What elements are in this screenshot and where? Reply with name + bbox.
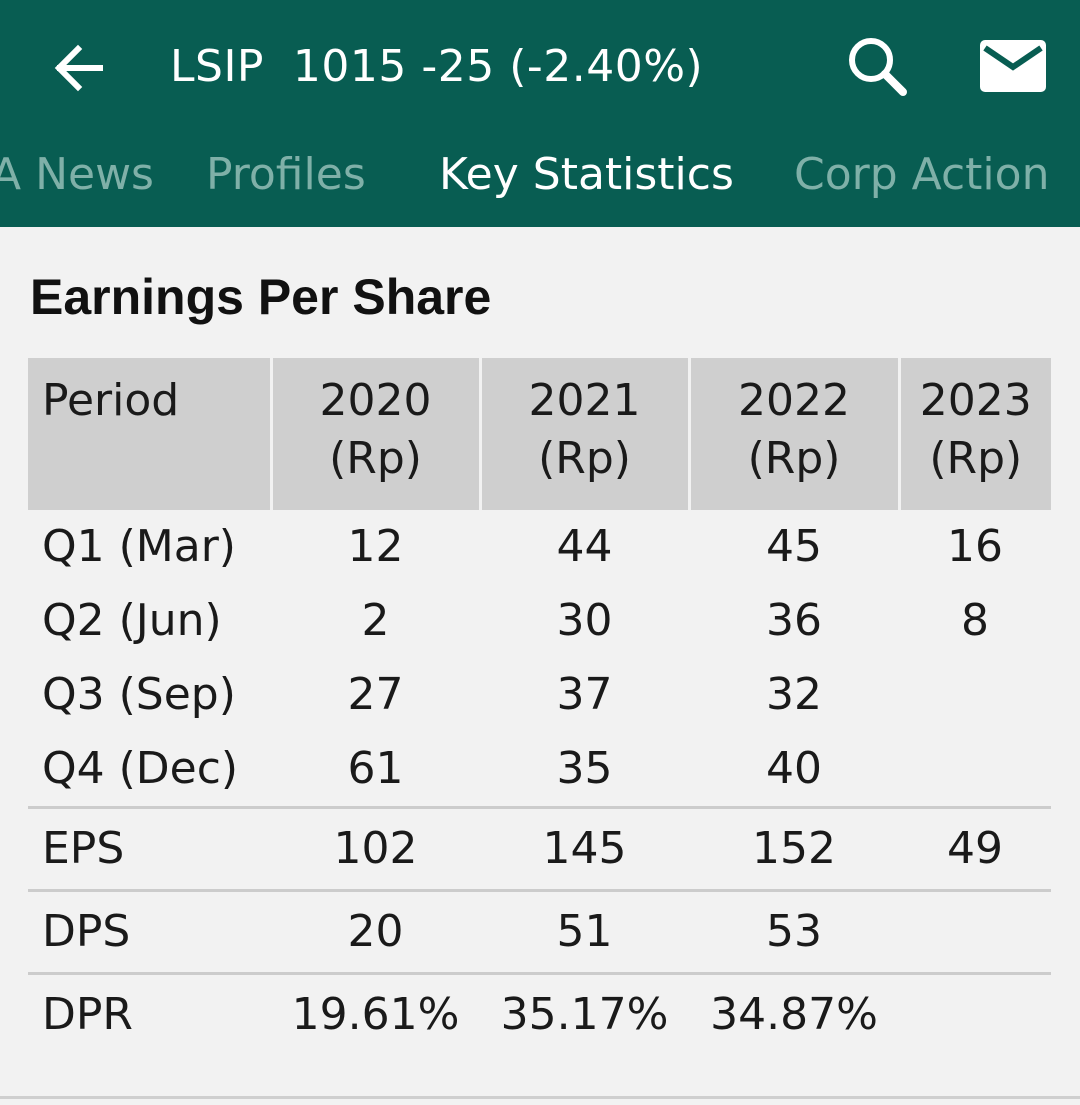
tab-key-statistics[interactable]: Key Statistics: [439, 149, 734, 200]
app-bar: LSIP 1015 -25 (-2.40%) A News Profiles K…: [0, 0, 1080, 227]
cell-value: 40: [766, 743, 822, 794]
header-2020: 2020 (Rp): [269, 358, 480, 510]
cell-value: 27: [347, 669, 404, 720]
cell-value: [899, 658, 1051, 732]
table-row: DPR 19.61% 35.17% 34.87%: [28, 972, 1051, 1055]
row-label: Q1 (Mar): [42, 521, 236, 572]
cell-value: 12: [347, 521, 404, 572]
cell-value: 8: [961, 595, 989, 646]
tab-bar: A News Profiles Key Statistics Corp Acti…: [0, 135, 1080, 227]
row-label: DPR: [28, 972, 271, 1055]
table-row: DPS 20 51 53: [28, 889, 1051, 974]
tab-profiles[interactable]: Profiles: [206, 149, 366, 200]
cell-value: 53: [689, 889, 899, 974]
content: Earnings Per Share Period 2020 (Rp) 2021(…: [0, 227, 1080, 1105]
table-row: EPS 102 145 152 49: [28, 806, 1051, 891]
cell-value: [899, 972, 1051, 1055]
cell-value: 102: [271, 806, 480, 891]
tab-corp-action[interactable]: Corp Action: [794, 149, 1050, 200]
cell-value: 32: [766, 669, 822, 720]
cell-value: 16: [947, 521, 1003, 572]
cell-value: 37: [556, 669, 613, 720]
row-label: Q2 (Jun): [42, 595, 222, 646]
section-title: Earnings Per Share: [30, 269, 492, 325]
table-row: Q1 (Mar) 12 44 45 16: [28, 510, 1051, 584]
cell-value: 2: [361, 595, 390, 646]
divider: [0, 1096, 1080, 1099]
row-label: DPS: [28, 889, 271, 974]
cell-value: 36: [766, 595, 822, 646]
header-2023: 2023 (Rp): [897, 358, 1051, 510]
row-label: Q4 (Dec): [42, 743, 239, 794]
cell-value: 30: [556, 595, 613, 646]
header-2021: 2021 (Rp): [478, 358, 689, 510]
cell-value: 51: [480, 889, 689, 974]
tab-news[interactable]: A News: [0, 149, 154, 200]
arrow-left-icon[interactable]: [46, 35, 112, 101]
header-period: Period: [28, 358, 271, 510]
table-row: Q2 (Jun) 2 30 36 8: [28, 584, 1051, 658]
search-icon[interactable]: [840, 30, 916, 106]
toolbar: LSIP 1015 -25 (-2.40%): [0, 0, 1080, 135]
table-header-row: Period 2020 (Rp) 2021 (Rp) 2022 (Rp) 2023 (R…: [28, 358, 1051, 510]
row-label: EPS: [28, 806, 271, 891]
cell-value: 34.87%: [689, 972, 899, 1055]
row-label: Q3 (Sep): [42, 669, 236, 720]
cell-value: 49: [899, 806, 1051, 891]
cell-value: 152: [689, 806, 899, 891]
cell-value: 35.17%: [480, 972, 689, 1055]
cell-value: 35: [556, 743, 613, 794]
cell-value: 20: [271, 889, 480, 974]
cell-value: 19.61%: [271, 972, 480, 1055]
cell-value: [899, 889, 1051, 974]
table-row: Q3 (Sep) 27 37 32: [28, 658, 1051, 732]
table-row: Q4 (Dec) 61 35 40: [28, 732, 1051, 808]
header-2022: 2022 (Rp): [687, 358, 899, 510]
cell-value: 45: [766, 521, 822, 572]
cell-value: [899, 732, 1051, 808]
cell-value: 44: [556, 521, 613, 572]
cell-value: 145: [480, 806, 689, 891]
cell-value: 61: [347, 743, 404, 794]
mail-icon[interactable]: [976, 34, 1050, 100]
eps-table: Period 2020 (Rp) 2021 (Rp) 2022 (Rp) 2023 (R…: [28, 358, 1051, 1055]
stock-title: LSIP 1015 -25 (-2.40%): [170, 41, 704, 92]
